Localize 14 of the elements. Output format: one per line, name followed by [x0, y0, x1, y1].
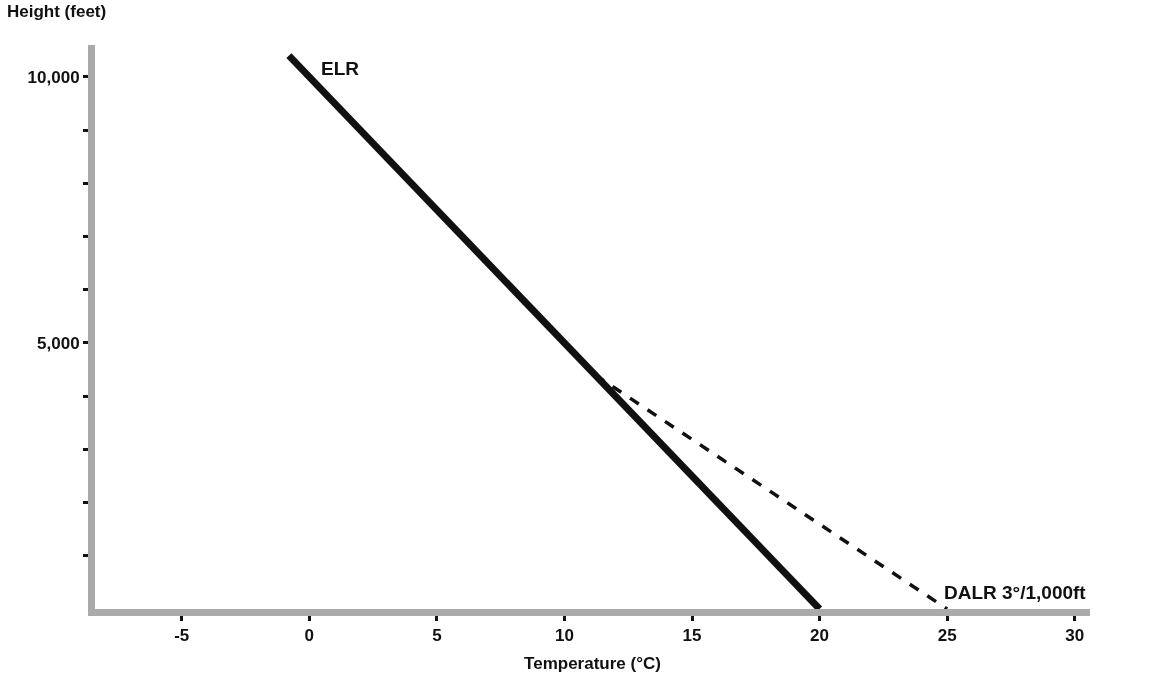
series-label: DALR 3°/1,000ft — [944, 582, 1087, 603]
x-tick-label: 25 — [937, 626, 957, 646]
y-axis-title: Height (feet) — [7, 2, 107, 21]
x-tick-label: 15 — [682, 626, 702, 646]
x-tick-label: -5 — [174, 626, 190, 646]
x-tick-label: 10 — [554, 626, 574, 646]
y-tick-label: 5,000 — [37, 333, 80, 353]
x-tick-label: 20 — [810, 626, 830, 646]
x-tick-label: 5 — [432, 626, 442, 646]
series-label: ELR — [321, 58, 360, 79]
x-tick-label: 0 — [304, 626, 315, 646]
x-axis-title: Temperature (°C) — [524, 653, 661, 673]
y-tick-label: 10,000 — [27, 67, 80, 87]
x-tick-label: 30 — [1065, 626, 1085, 646]
